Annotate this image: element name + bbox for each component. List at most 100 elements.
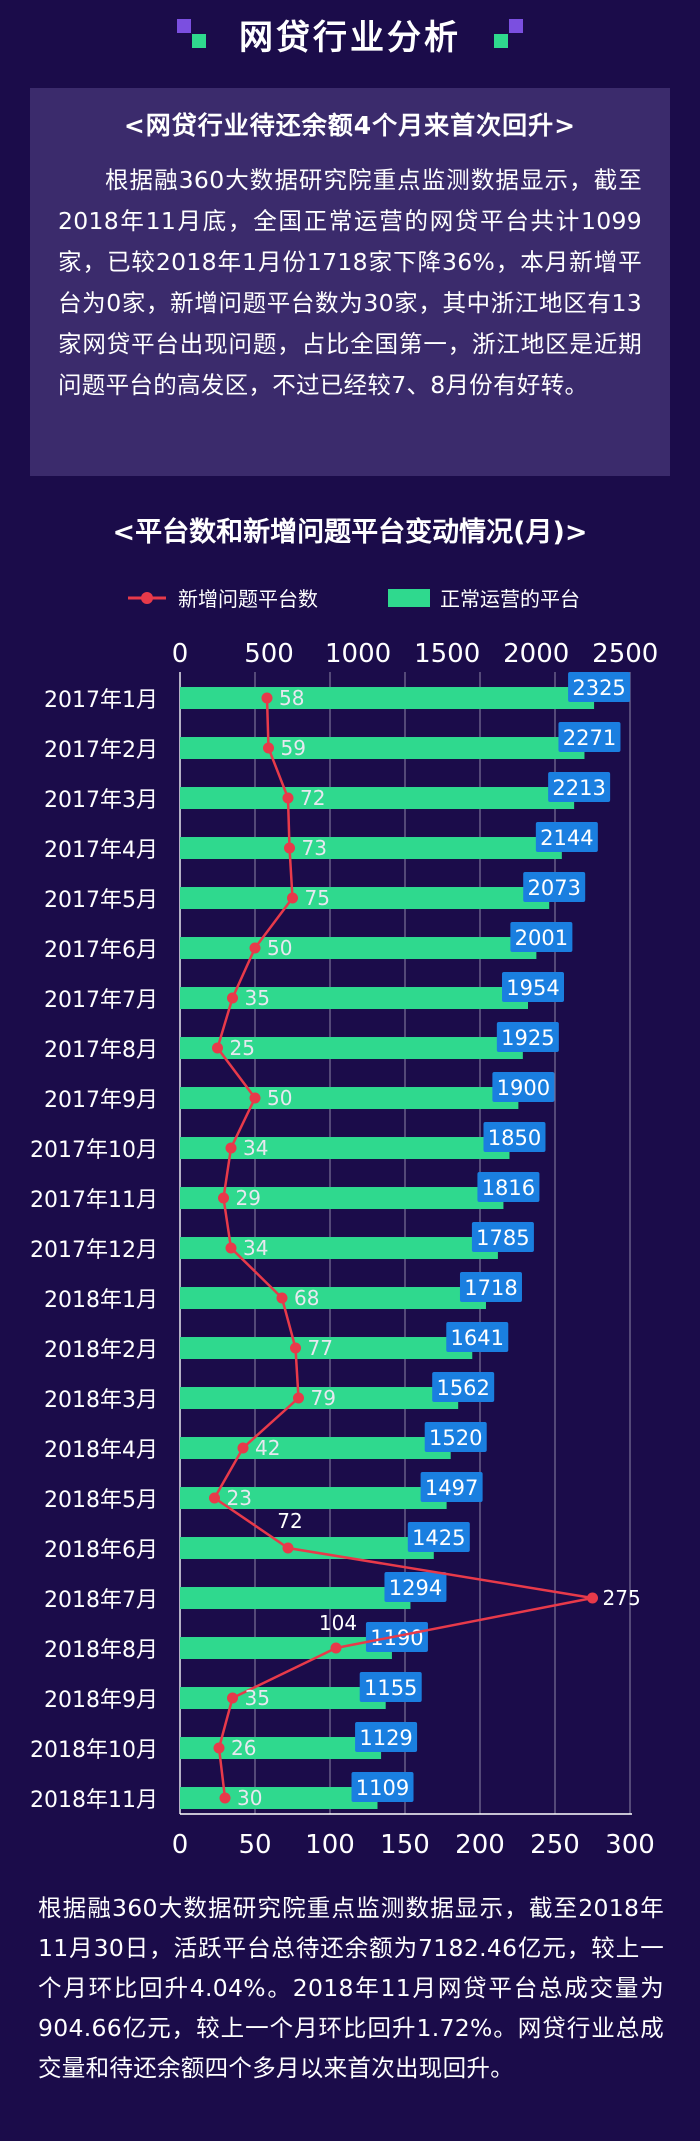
line-value-label: 50 — [267, 1086, 292, 1110]
category-label: 2017年9月 — [44, 1088, 158, 1113]
line-point — [212, 1042, 223, 1054]
bar-value-label-bg — [384, 1572, 447, 1602]
page-title: 网贷行业分析 — [239, 18, 461, 58]
bar-value-label: 2144 — [540, 826, 593, 850]
footer-text: 根据融360大数据研究院重点监测数据显示，截至2018年11月30日，活跃平台总… — [38, 1894, 664, 2082]
chart: 新增问题平台数 正常运营的平台 0 500 1000 1500 2000 2500 0 50 100… — [30, 587, 658, 1860]
category-label: 2018年8月 — [44, 1638, 158, 1663]
line-point — [261, 692, 273, 704]
purple-square-icon — [177, 19, 191, 33]
line-value-label: 34 — [243, 1136, 268, 1160]
bar-value-label-bg — [420, 1472, 483, 1502]
legend-line-marker — [141, 592, 153, 604]
category-label: 2017年12月 — [30, 1238, 158, 1263]
line-point — [282, 792, 294, 804]
chart-title: <平台数和新增问题平台变动情况(月)> — [112, 517, 588, 548]
bar-value-label: 1562 — [436, 1376, 489, 1400]
bar-value-label: 1718 — [464, 1276, 517, 1300]
bar — [180, 1337, 473, 1359]
top-axis-tick-label: 1500 — [414, 639, 480, 669]
category-label: 2018年2月 — [44, 1338, 158, 1363]
bar — [180, 1037, 523, 1059]
bottom-axis-tick-label: 50 — [238, 1830, 271, 1860]
bar-value-label-bg — [502, 972, 565, 1002]
bar — [180, 787, 575, 809]
bar-value-label: 1785 — [476, 1226, 529, 1250]
category-label: 2017年8月 — [44, 1038, 158, 1063]
category-label: 2018年7月 — [44, 1588, 158, 1613]
bar-value-label: 1520 — [429, 1426, 482, 1450]
bar-value-label: 1129 — [359, 1726, 412, 1750]
top-axis-tick-label: 500 — [244, 639, 294, 669]
category-label: 2018年5月 — [44, 1488, 158, 1513]
line-value-label: 42 — [255, 1436, 280, 1460]
line-value-label: 26 — [231, 1736, 256, 1760]
category-label: 2018年3月 — [44, 1388, 158, 1413]
bar — [180, 1737, 382, 1759]
category-label: 2017年4月 — [44, 838, 158, 863]
line-value-label: 77 — [308, 1336, 333, 1360]
category-label: 2018年11月 — [30, 1788, 158, 1813]
bar-value-label-bg — [568, 672, 631, 702]
bar — [180, 1287, 486, 1309]
bar-value-label: 1641 — [451, 1326, 504, 1350]
line-value-label: 68 — [294, 1286, 319, 1310]
category-label: 2017年10月 — [30, 1138, 158, 1163]
category-label: 2017年2月 — [44, 738, 158, 763]
line-point — [225, 1142, 237, 1154]
category-label: 2017年7月 — [44, 988, 158, 1013]
category-label: 2017年11月 — [30, 1188, 158, 1213]
top-axis-tick-label: 2000 — [503, 639, 569, 669]
bar-value-label-bg — [477, 1172, 540, 1202]
bottom-axis-tick-label: 250 — [530, 1830, 580, 1860]
bar-value-label: 2271 — [563, 726, 616, 750]
bar-value-label: 1109 — [356, 1776, 409, 1800]
top-axis-tick-label: 1000 — [325, 639, 391, 669]
line-point — [249, 1092, 261, 1104]
line-value-label: 104 — [319, 1611, 357, 1635]
category-label: 2017年5月 — [44, 888, 158, 913]
bottom-axis-tick-label: 150 — [380, 1830, 430, 1860]
line-point — [209, 1492, 220, 1504]
line-point — [287, 892, 298, 904]
line-value-label: 34 — [243, 1236, 268, 1260]
bar-value-label-bg — [432, 1372, 495, 1402]
bar — [180, 837, 562, 859]
bar-value-label: 1155 — [364, 1676, 417, 1700]
bar — [180, 937, 537, 959]
line-point — [219, 1792, 231, 1804]
bar — [180, 1787, 378, 1809]
line-point — [237, 1442, 249, 1454]
green-square-icon — [192, 34, 206, 48]
bottom-axis-tick-label: 0 — [172, 1830, 189, 1860]
bar-value-label: 1954 — [506, 976, 559, 1000]
line-value-label: 30 — [237, 1786, 262, 1810]
bar-value-label-bg — [355, 1722, 418, 1752]
summary-body: 根据融360大数据研究院重点监测数据显示，截至2018年11月底，全国正常运营的… — [58, 166, 642, 399]
bar — [180, 1637, 392, 1659]
line-point — [263, 742, 274, 754]
line-value-label: 50 — [267, 936, 292, 960]
category-label: 2017年6月 — [44, 938, 158, 963]
header: 网贷行业分析 — [0, 0, 700, 68]
line-point — [218, 1192, 229, 1204]
bar — [180, 1437, 451, 1459]
bar — [180, 1587, 411, 1609]
bar-value-label: 1190 — [370, 1626, 423, 1650]
bar-value-label-bg — [446, 1322, 509, 1352]
bar-value-label: 1497 — [425, 1476, 478, 1500]
line-point — [227, 992, 238, 1004]
category-label: 2018年4月 — [44, 1438, 158, 1463]
bar — [180, 1387, 459, 1409]
line-point — [587, 1592, 598, 1604]
bar-value-label: 1816 — [482, 1176, 535, 1200]
line-value-label: 25 — [230, 1036, 255, 1060]
bottom-axis-tick-label: 100 — [305, 1830, 355, 1860]
bar-value-label-bg — [407, 1522, 470, 1552]
line-point — [213, 1742, 225, 1754]
bar — [180, 1087, 519, 1109]
top-axis-tick-label: 0 — [172, 639, 189, 669]
line-point — [249, 942, 261, 954]
line-point — [227, 1692, 238, 1704]
line-value-label: 58 — [279, 686, 304, 710]
